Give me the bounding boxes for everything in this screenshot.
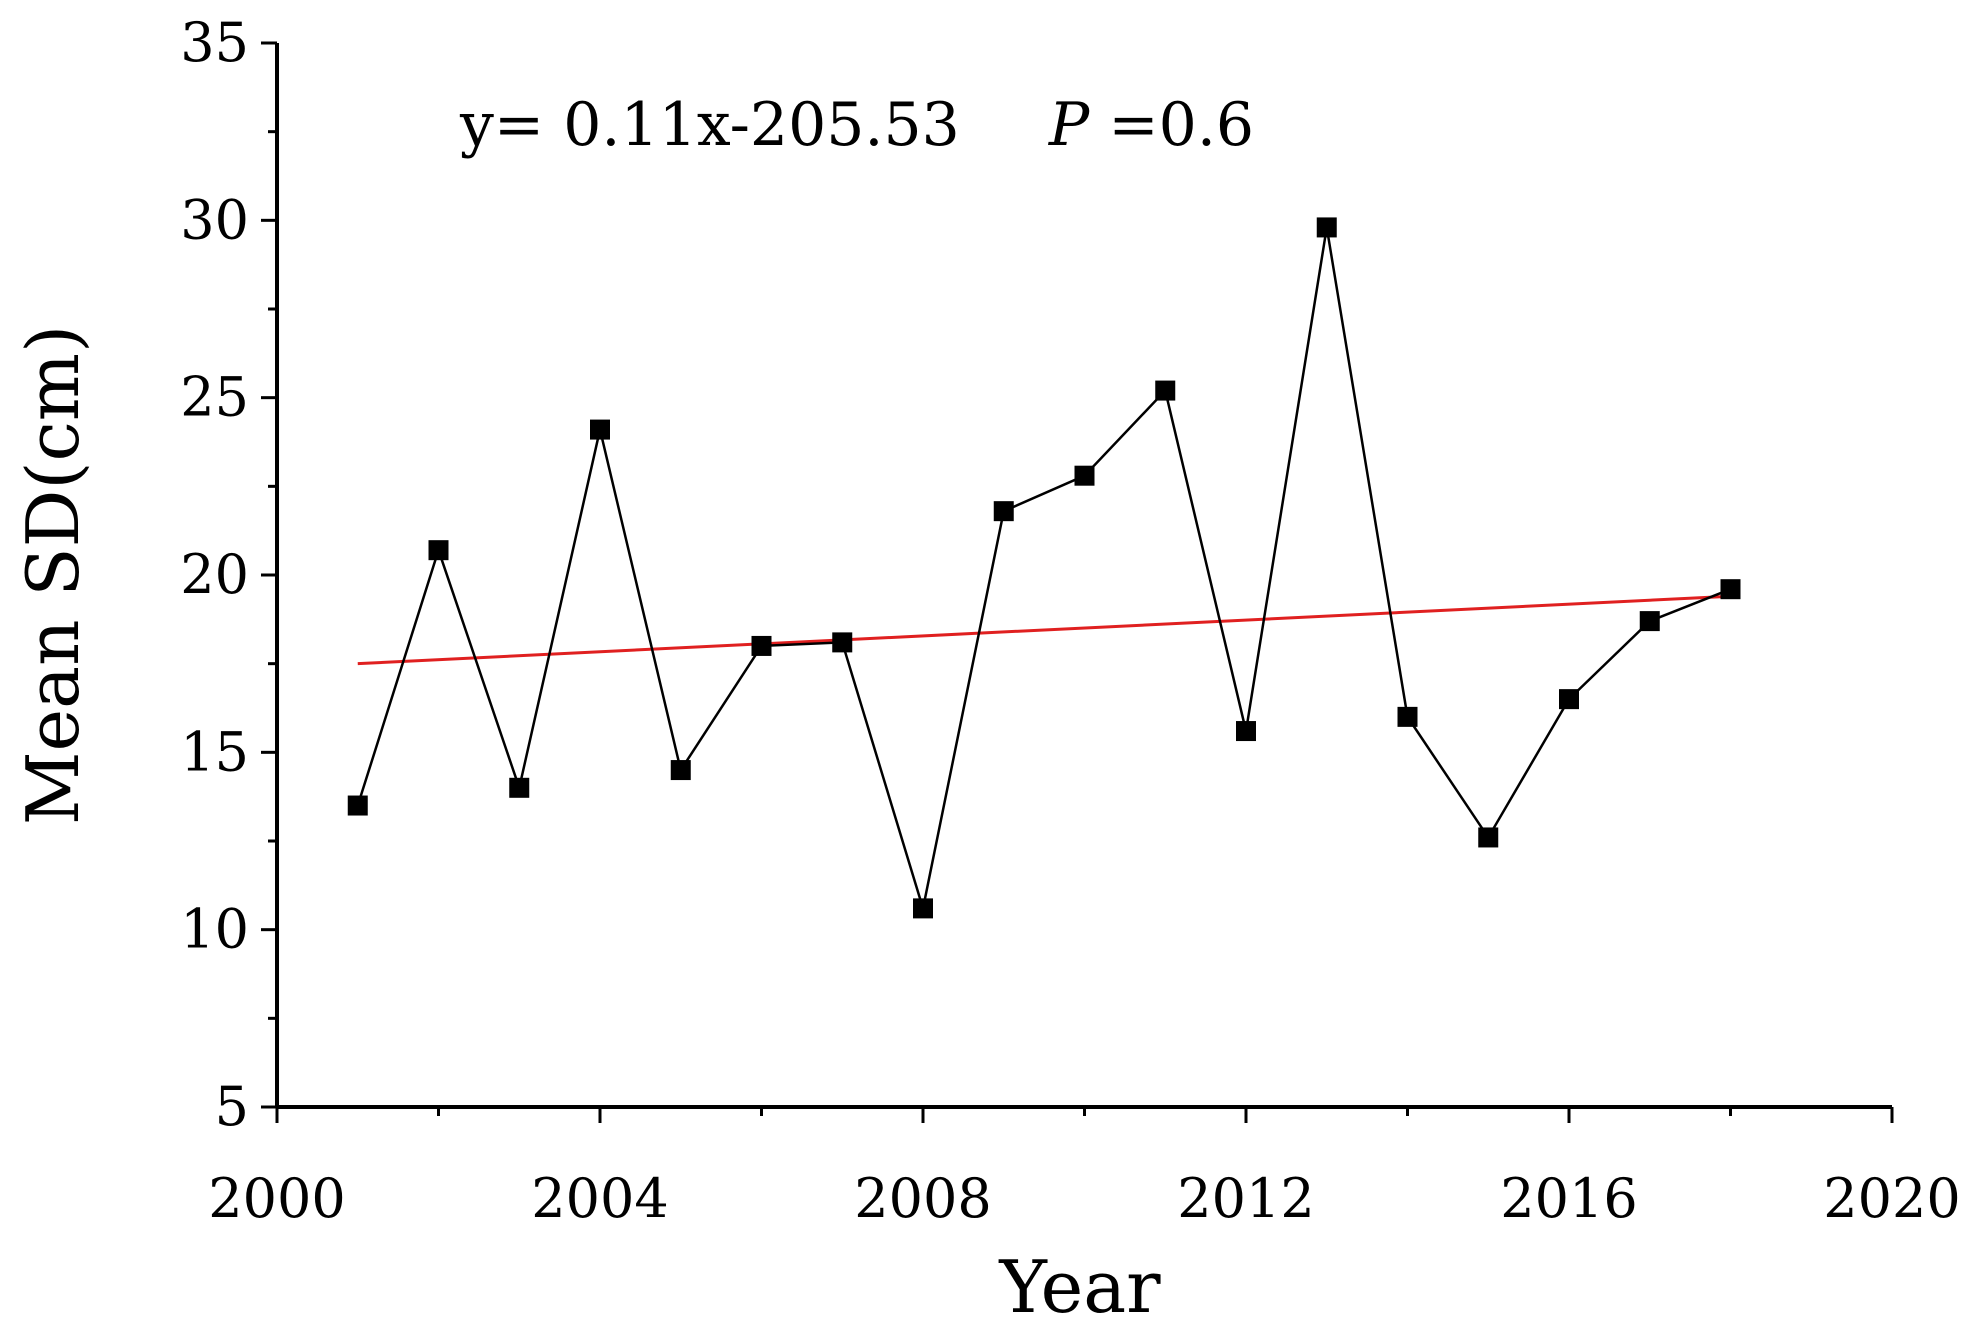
data-point-marker: [832, 632, 853, 653]
y-tick-label: 30: [180, 188, 249, 251]
y-tick-label: 20: [180, 543, 249, 606]
data-point-marker: [1639, 611, 1660, 632]
data-point-marker: [428, 540, 449, 561]
labels-layer: 5 10 15 20 25 30 35 2000 2004 2008 2012 2016 2020: [180, 11, 1960, 1230]
data-point-marker: [1478, 827, 1499, 848]
data-point-marker: [509, 777, 530, 798]
data-point-marker: [347, 795, 368, 816]
data-point-marker: [1720, 579, 1741, 600]
axes-layer: [275, 43, 1892, 1109]
y-tick-label: 25: [180, 366, 249, 429]
x-axis-title: Year: [998, 1245, 1161, 1329]
p-label: P: [1048, 90, 1091, 160]
data-point-marker: [1559, 689, 1579, 710]
data-point-marker: [590, 419, 610, 440]
series-line: [356, 227, 1731, 909]
y-tick-label: 35: [180, 11, 249, 74]
regression-annotation: y= 0.11x-205.53 P =0.6: [459, 90, 1254, 160]
data-point-marker: [1155, 380, 1176, 401]
series-layer: [347, 217, 1741, 919]
y-tick-label: 5: [215, 1075, 249, 1138]
x-tick-label: 2020: [1823, 1167, 1960, 1230]
x-tick-label: 2012: [1177, 1167, 1314, 1230]
data-point-marker: [1316, 217, 1337, 238]
x-tick-label: 2008: [854, 1167, 991, 1230]
ticks-layer: [261, 41, 1894, 1123]
x-tick-label: 2000: [208, 1167, 345, 1230]
data-point-marker: [913, 898, 933, 919]
data-point-marker: [1236, 721, 1256, 742]
data-point-marker: [670, 760, 691, 781]
p-value: =0.6: [1108, 90, 1254, 160]
x-tick-label: 2016: [1500, 1167, 1637, 1230]
data-point-marker: [1397, 706, 1418, 727]
trend-line: [357, 594, 1731, 666]
y-axis-title: Mean SD(cm): [11, 325, 95, 825]
data-point-marker: [993, 501, 1014, 522]
data-point-marker: [1074, 465, 1095, 486]
regression-equation: y= 0.11x-205.53: [459, 90, 960, 160]
y-tick-label: 10: [180, 898, 249, 961]
y-tick-label: 15: [180, 720, 249, 783]
x-tick-label: 2004: [531, 1167, 668, 1230]
data-point-marker: [751, 635, 772, 656]
